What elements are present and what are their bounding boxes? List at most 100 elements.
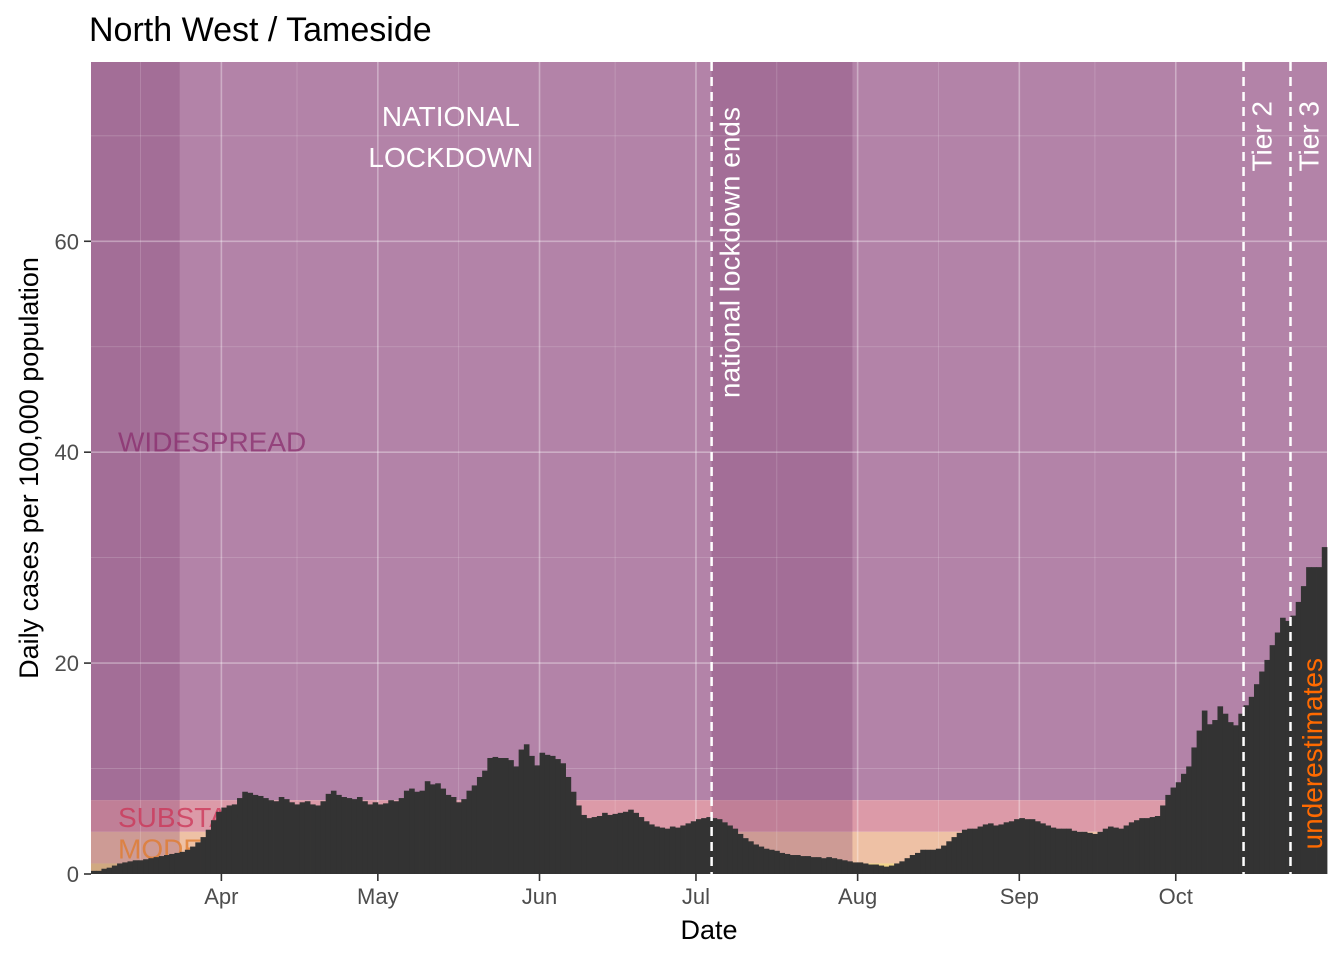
bar-201 [1139, 818, 1145, 874]
bar-154 [894, 863, 900, 874]
bar-159 [920, 849, 926, 874]
bar-72 [466, 790, 473, 874]
bar-30 [247, 792, 254, 874]
bar-149 [868, 864, 874, 874]
annotation-tier-3: Tier 3 [1293, 101, 1324, 172]
bar-87 [544, 754, 551, 874]
bar-148 [862, 863, 869, 874]
bar-31 [252, 794, 259, 874]
bar-57 [388, 800, 394, 874]
bar-163 [941, 845, 947, 874]
bar-177 [1014, 819, 1020, 874]
bar-68 [445, 794, 452, 874]
bar-216 [1217, 706, 1224, 874]
bar-167 [961, 829, 968, 874]
bar-147 [857, 862, 864, 874]
bar-172 [988, 823, 994, 874]
bar-37 [283, 799, 290, 874]
bar-179 [1024, 819, 1031, 874]
bar-233 [1306, 567, 1312, 874]
bar-64 [424, 781, 431, 874]
bar-170 [977, 826, 984, 874]
bar-121 [722, 822, 728, 874]
bar-55 [377, 804, 384, 874]
bar-171 [982, 824, 989, 874]
bar-219 [1233, 725, 1239, 874]
bar-206 [1165, 794, 1171, 874]
bar-134 [789, 855, 796, 874]
bar-44 [320, 801, 327, 874]
bar-228 [1280, 617, 1286, 874]
bar-118 [706, 817, 713, 874]
bar-166 [956, 832, 963, 874]
bar-102 [622, 811, 629, 874]
bar-125 [742, 838, 749, 874]
bar-10 [143, 859, 149, 874]
bar-63 [419, 790, 426, 874]
bar-223 [1253, 684, 1260, 874]
bar-119 [711, 818, 718, 874]
bar-176 [1008, 821, 1015, 874]
bar-137 [805, 856, 812, 874]
band-widespread-0 [91, 62, 1327, 801]
bar-43 [315, 805, 321, 874]
bar-4 [111, 865, 118, 874]
bar-70 [456, 802, 462, 874]
bar-175 [1003, 822, 1010, 874]
bar-66 [435, 783, 441, 874]
bar-116 [695, 819, 702, 874]
bar-108 [654, 826, 660, 874]
bar-53 [367, 804, 374, 874]
bar-79 [503, 758, 509, 874]
bar-26 [226, 805, 233, 874]
bar-58 [393, 801, 400, 874]
bar-106 [643, 821, 650, 874]
bar-150 [873, 864, 879, 874]
bar-71 [461, 799, 467, 874]
bar-69 [450, 797, 457, 874]
bar-110 [664, 828, 671, 874]
bar-6 [122, 862, 128, 874]
y-tick-label-2: 40 [55, 440, 79, 465]
bar-136 [800, 856, 806, 874]
x-tick-label-sep: Sep [1000, 884, 1039, 909]
bar-94 [581, 814, 587, 874]
bar-200 [1134, 820, 1140, 874]
x-tick-label-may: May [357, 884, 399, 909]
bar-204 [1154, 816, 1161, 874]
bar-197 [1118, 828, 1125, 874]
bar-210 [1186, 766, 1192, 874]
bar-155 [899, 861, 905, 874]
bar-15 [169, 853, 175, 874]
bar-226 [1269, 645, 1276, 874]
bar-82 [518, 749, 525, 874]
bar-23 [210, 820, 217, 874]
bar-187 [1066, 828, 1072, 874]
x-axis-title: Date [680, 915, 737, 945]
bar-56 [383, 803, 389, 874]
bar-188 [1071, 830, 1078, 874]
bar-161 [930, 849, 937, 874]
bar-25 [221, 807, 227, 874]
bar-225 [1264, 659, 1271, 874]
bar-142 [831, 858, 838, 874]
bar-86 [539, 752, 546, 874]
bar-129 [763, 848, 770, 874]
x-tick-label-aug: Aug [838, 884, 877, 909]
bar-21 [200, 837, 207, 874]
bar-160 [925, 849, 932, 874]
bar-107 [649, 824, 655, 874]
shaded-period-1 [711, 62, 853, 874]
y-axis: 0 20 40 60 [55, 229, 91, 887]
bar-220 [1238, 713, 1244, 874]
bar-19 [190, 846, 196, 874]
bar-162 [935, 848, 942, 874]
bar-133 [784, 853, 791, 874]
bar-73 [471, 785, 478, 874]
band-label-widespread: WIDESPREAD [118, 427, 306, 458]
bar-49 [346, 798, 353, 874]
bar-173 [993, 825, 999, 874]
bar-203 [1149, 817, 1156, 874]
bar-17 [179, 851, 186, 874]
